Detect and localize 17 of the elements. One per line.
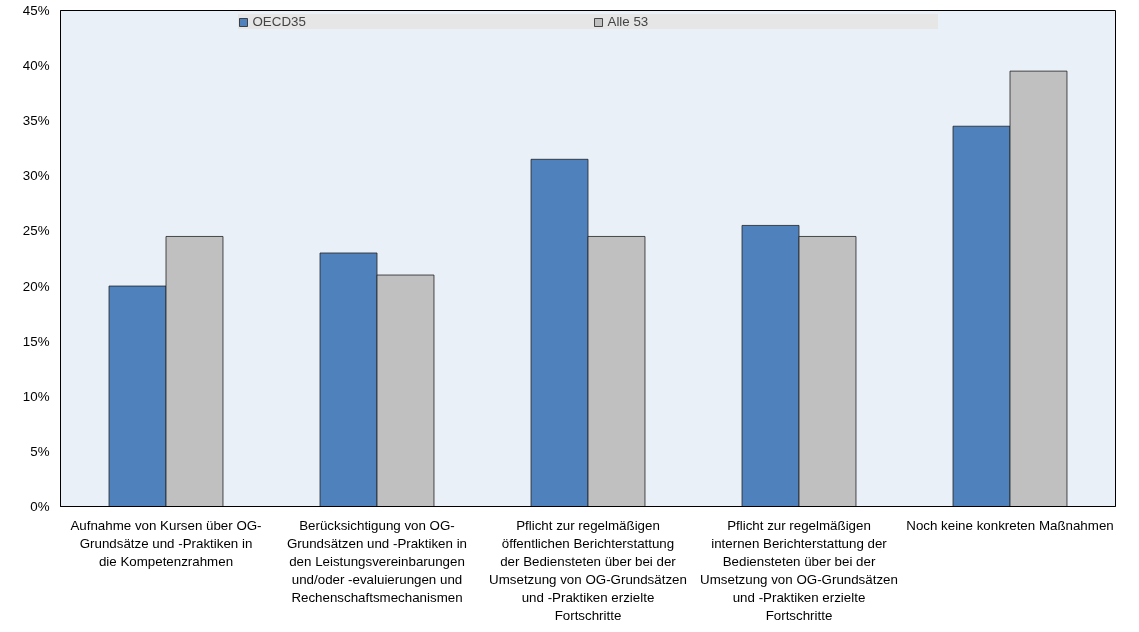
y-tick-label: 5% [30,443,50,459]
y-tick-label: 30% [22,168,50,184]
y-tick-label: 40% [22,58,50,74]
y-tick-label: 25% [22,223,50,239]
legend-label: OECD35 [252,14,307,29]
y-tick-label: 20% [22,278,50,294]
x-tick-label: Pflicht zur regelmäßigen öffentlichen Berichterstattung der Bediensteten über bei der Umsetzung von OG-Grundsätzen und -Praktiken erzielte Fortschritte [489,517,687,623]
y-tick-label: 10% [22,388,50,404]
x-tick-label: Berücksichtigung von OG-Grundsätzen und -Praktiken in den Leistungsvereinbarungen und/oder -evaluierungen und Rechenschaftsmechanismen [286,517,468,605]
y-tick-label: 35% [22,113,50,129]
x-tick-label: Pflicht zur regelmäßigen internen Berichterstattung der Bediensteten über bei der Umsetzung von OG-Grundsätzen und -Praktiken erzielte Fortschritte [700,517,898,623]
legend-label: Alle 53 [607,14,650,29]
x-tick-label: Aufnahme von Kursen über OG-Grundsätze und -Praktiken in die Kompetenzrahmen [70,517,262,569]
x-tick-label: Noch keine konkreten Maßnahmen [906,517,1114,533]
y-tick-label: 15% [22,333,50,349]
y-tick-label: 45% [22,3,50,18]
y-tick-label: 0% [30,499,50,514]
